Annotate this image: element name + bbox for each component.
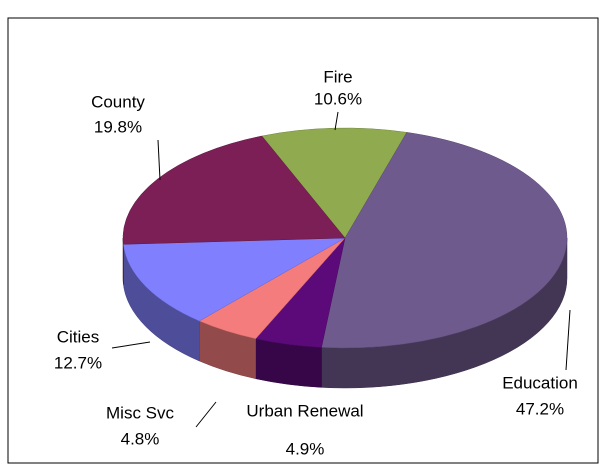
category-label: County bbox=[91, 92, 145, 111]
value-label: 47.2% bbox=[516, 399, 564, 418]
leader-line bbox=[195, 401, 217, 428]
leader-line bbox=[334, 111, 339, 131]
pie-slice bbox=[122, 135, 346, 245]
category-label: Urban Renewal bbox=[246, 401, 363, 420]
leader-line bbox=[157, 139, 161, 181]
category-label: Education bbox=[502, 373, 578, 392]
value-label: 10.6% bbox=[314, 89, 362, 108]
leader-line bbox=[111, 341, 151, 349]
pie-slice bbox=[261, 127, 408, 239]
category-label: Cities bbox=[57, 327, 100, 346]
value-label: 12.7% bbox=[54, 353, 102, 372]
value-label: 4.9% bbox=[286, 439, 325, 458]
category-label: Misc Svc bbox=[106, 403, 175, 422]
value-label: 4.8% bbox=[121, 429, 160, 448]
category-label: Fire bbox=[323, 67, 352, 86]
pie-slice bbox=[123, 237, 346, 322]
value-label: 19.8% bbox=[94, 117, 142, 136]
pie-slice bbox=[321, 132, 568, 349]
leader-line bbox=[565, 309, 571, 371]
